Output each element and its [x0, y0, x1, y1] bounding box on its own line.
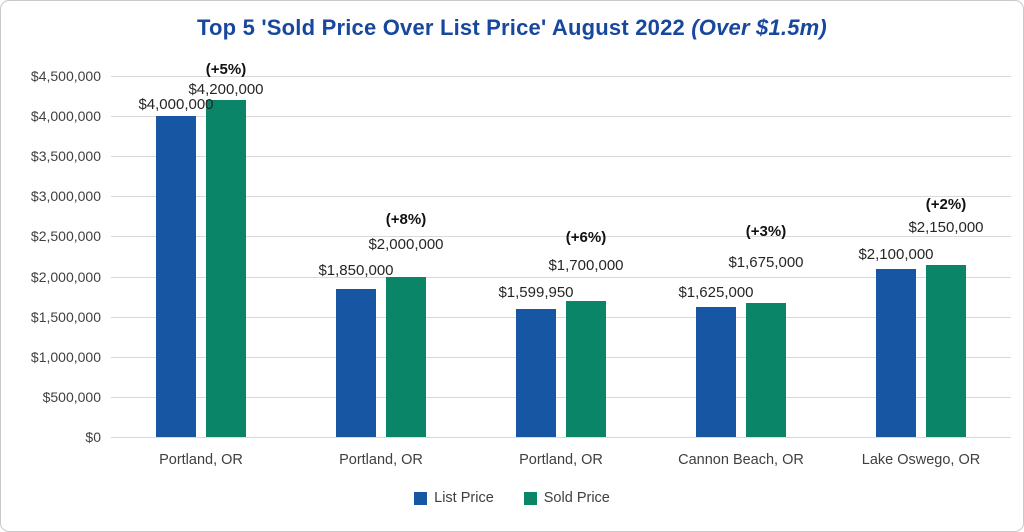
percent-over-list-annotation: (+5%) — [205, 61, 247, 78]
legend: List Price Sold Price — [1, 490, 1023, 506]
y-axis-tick-label: $1,500,000 — [30, 309, 101, 325]
chart-title-main: Top 5 'Sold Price Over List Price' Augus… — [197, 15, 685, 40]
gridline — [111, 156, 1011, 157]
percent-over-list-annotation: (+8%) — [385, 211, 427, 228]
bar-list-price — [336, 289, 376, 437]
gridline — [111, 76, 1011, 77]
sold-price-data-label: $2,000,000 — [368, 236, 444, 253]
bar-list-price — [156, 116, 196, 437]
list-price-data-label: $1,599,950 — [498, 284, 574, 301]
chart-title-italic-suffix: (Over $1.5m) — [691, 15, 827, 40]
x-axis-category-label: Cannon Beach, OR — [678, 452, 804, 468]
sold-price-data-label: $1,700,000 — [548, 257, 624, 274]
legend-label-list-price: List Price — [434, 490, 494, 506]
gridline — [111, 116, 1011, 117]
percent-over-list-annotation: (+2%) — [925, 196, 967, 213]
y-axis-tick-label: $3,500,000 — [30, 148, 101, 164]
bar-sold-price — [746, 303, 786, 437]
bar-sold-price — [566, 301, 606, 437]
legend-item-sold-price: Sold Price — [523, 490, 610, 506]
y-axis-tick-label: $2,000,000 — [30, 269, 101, 285]
bar-list-price — [876, 269, 916, 437]
y-axis-tick-label: $1,000,000 — [30, 349, 101, 365]
bar-list-price — [696, 307, 736, 437]
sold-price-data-label: $1,675,000 — [728, 254, 804, 271]
legend-label-sold-price: Sold Price — [543, 490, 610, 506]
gridline — [111, 277, 1011, 278]
sold-price-data-label: $4,200,000 — [188, 81, 264, 98]
sold-price-data-label: $2,150,000 — [908, 219, 984, 236]
y-axis-tick-label: $2,500,000 — [30, 228, 101, 244]
sold-price-swatch-icon — [523, 491, 537, 505]
y-axis-tick-label: $0 — [85, 429, 101, 445]
gridline — [111, 236, 1011, 237]
x-axis-category-label: Portland, OR — [339, 452, 423, 468]
y-axis-tick-label: $500,000 — [42, 389, 101, 405]
legend-item-list-price: List Price — [414, 490, 494, 506]
y-axis-tick-label: $4,000,000 — [30, 108, 101, 124]
x-axis-category-label: Lake Oswego, OR — [861, 452, 981, 468]
chart-title: Top 5 'Sold Price Over List Price' Augus… — [1, 15, 1023, 41]
gridline — [111, 196, 1011, 197]
gridline — [111, 437, 1011, 438]
list-price-data-label: $4,000,000 — [138, 96, 214, 113]
list-price-swatch-icon — [414, 491, 428, 505]
bar-sold-price — [206, 100, 246, 437]
gridline — [111, 397, 1011, 398]
bar-list-price — [516, 309, 556, 437]
bar-sold-price — [926, 265, 966, 437]
x-axis-category-label: Portland, OR — [519, 452, 603, 468]
list-price-data-label: $2,100,000 — [858, 246, 934, 263]
gridline — [111, 317, 1011, 318]
list-price-data-label: $1,850,000 — [318, 262, 394, 279]
bar-sold-price — [386, 277, 426, 437]
percent-over-list-annotation: (+6%) — [565, 229, 607, 246]
gridline — [111, 357, 1011, 358]
y-axis-tick-label: $3,000,000 — [30, 188, 101, 204]
x-axis-category-label: Portland, OR — [159, 452, 243, 468]
list-price-data-label: $1,625,000 — [678, 284, 754, 301]
percent-over-list-annotation: (+3%) — [745, 223, 787, 240]
y-axis-tick-label: $4,500,000 — [30, 68, 101, 84]
